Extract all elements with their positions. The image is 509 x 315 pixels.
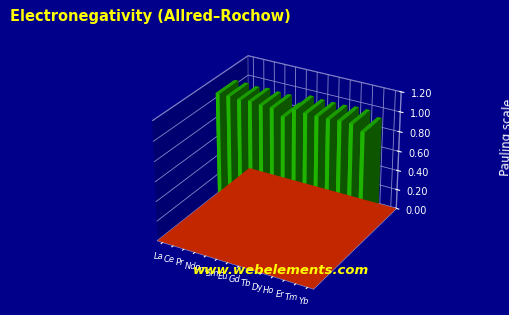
Text: Electronegativity (Allred–Rochow): Electronegativity (Allred–Rochow) xyxy=(10,9,290,25)
Text: www.webelements.com: www.webelements.com xyxy=(192,264,368,277)
